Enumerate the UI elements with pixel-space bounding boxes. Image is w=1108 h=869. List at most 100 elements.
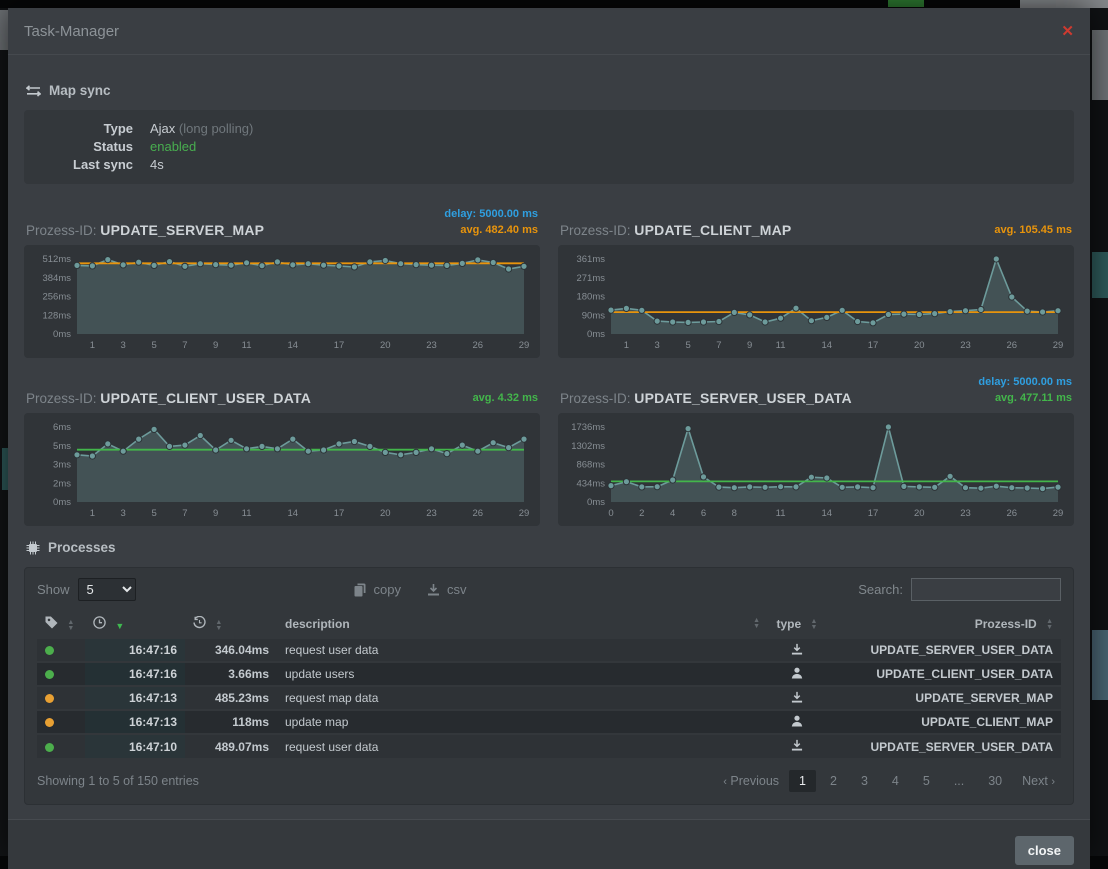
sort-icon: ▲ ▼ [810, 617, 818, 631]
show-label: Show [37, 582, 70, 597]
column-header-description[interactable]: description ▲ ▼ [285, 617, 760, 631]
chart-delay-label: delay: 5000.00 ms [444, 208, 538, 220]
svg-text:9: 9 [747, 340, 752, 351]
cell-time: 16:47:16 [85, 662, 185, 686]
server-download-icon [791, 691, 803, 703]
chart-stats: delay: 5000.00 ms avg. 482.40 ms [444, 206, 538, 238]
background-fragment [1092, 252, 1108, 298]
entries-info: Showing 1 to 5 of 150 entries [37, 774, 199, 788]
svg-text:14: 14 [288, 508, 299, 519]
processes-panel: Show 5 copy [24, 567, 1074, 805]
chart-panel: 0ms 128ms 256ms 384ms 512ms 1 3 5 7 9 11 14 17 20 23 26… [24, 245, 540, 358]
search-group: Search: [858, 578, 1061, 601]
cell-type [768, 686, 826, 710]
svg-text:361ms: 361ms [576, 254, 605, 265]
background-top-strip [0, 0, 1108, 8]
svg-text:11: 11 [776, 508, 786, 519]
column-header-prozess-id[interactable]: Prozess-ID ▲ ▼ [974, 617, 1053, 631]
chart-cell: Prozess-ID: UPDATE_SERVER_USER_DATA dela… [558, 368, 1074, 526]
svg-text:26: 26 [1007, 508, 1018, 519]
pagination-page-5[interactable]: 5 [922, 774, 930, 788]
chart-avg-label: avg. 105.45 ms [994, 224, 1072, 236]
status-dot [45, 670, 54, 680]
pagination-page-30[interactable]: 30 [988, 774, 1003, 788]
column-header-time[interactable]: ▼ [85, 611, 185, 638]
chart-title: Prozess-ID: UPDATE_SERVER_USER_DATA [560, 390, 852, 406]
column-header-duration[interactable]: ▲ ▼ [185, 611, 277, 638]
sort-icon: ▲ ▼ [1046, 617, 1053, 631]
svg-text:20: 20 [380, 340, 391, 351]
pagination-page-1[interactable]: 1 [789, 770, 816, 792]
svg-text:512ms: 512ms [42, 254, 71, 265]
export-group: copy csv [354, 582, 467, 597]
table-footer: Showing 1 to 5 of 150 entries ‹ Previous… [37, 770, 1061, 792]
chart-stats: avg. 4.32 ms [473, 390, 538, 406]
chart-stats: delay: 5000.00 ms avg. 477.11 ms [978, 374, 1072, 406]
svg-text:23: 23 [426, 340, 437, 351]
map-sync-lastsync-row: Last sync 4s [38, 156, 1060, 174]
svg-text:17: 17 [334, 340, 345, 351]
pagination-next[interactable]: Next › [1022, 774, 1055, 788]
copy-button[interactable]: copy [354, 582, 401, 597]
status-label: Status [93, 139, 133, 154]
chart-title: Prozess-ID: UPDATE_CLIENT_MAP [560, 222, 792, 238]
svg-text:8: 8 [732, 508, 737, 519]
pagination-previous[interactable]: ‹ Previous [723, 774, 780, 788]
svg-text:434ms: 434ms [576, 478, 605, 489]
search-input[interactable] [911, 578, 1061, 601]
svg-text:0ms: 0ms [587, 497, 605, 508]
table-row: 16:47:10 489.07ms request user data [37, 734, 1061, 758]
table-row: 16:47:13 118ms update map UPDATE_CLI [37, 710, 1061, 734]
svg-text:5: 5 [151, 340, 156, 351]
close-x-icon[interactable]: ✕ [1061, 22, 1074, 40]
svg-text:17: 17 [334, 508, 345, 519]
svg-text:20: 20 [914, 508, 925, 519]
svg-text:23: 23 [960, 508, 971, 519]
pagination-page-...[interactable]: ... [953, 774, 965, 788]
pagination: ‹ Previous 1 2 3 4 5... 30 Next › [717, 770, 1061, 792]
background-fragment [1020, 0, 1108, 8]
sort-icon: ▲ ▼ [67, 618, 75, 632]
entries-select[interactable]: 5 [77, 578, 136, 601]
svg-text:23: 23 [960, 340, 971, 351]
download-icon [428, 584, 439, 596]
svg-text:7: 7 [182, 508, 187, 519]
svg-text:0ms: 0ms [587, 329, 605, 340]
task-manager-modal: Task-Manager ✕ Map sync Type Ajax (long … [8, 8, 1090, 869]
svg-text:0ms: 0ms [53, 329, 71, 340]
svg-text:256ms: 256ms [42, 292, 71, 303]
sort-icon: ▲ ▼ [753, 617, 760, 630]
clock-icon [93, 616, 106, 629]
svg-text:20: 20 [380, 508, 391, 519]
chart-titlebar: Prozess-ID: UPDATE_CLIENT_MAP avg. 105.4… [558, 200, 1074, 238]
background-fragment [1092, 30, 1108, 100]
pagination-page-2[interactable]: 2 [830, 774, 837, 788]
charts-grid: Prozess-ID: UPDATE_SERVER_MAP delay: 500… [24, 200, 1074, 526]
copy-icon [354, 583, 366, 596]
status-dot [45, 742, 54, 752]
close-button[interactable]: close [1014, 835, 1074, 865]
server-download-icon [791, 739, 803, 751]
svg-text:26: 26 [1007, 340, 1018, 351]
chart-stats: avg. 105.45 ms [994, 222, 1072, 238]
column-header-status[interactable]: ▲ ▼ [37, 611, 85, 638]
map-sync-status-row: Status enabled [38, 138, 1060, 156]
column-header-type[interactable]: type ▲ ▼ [776, 617, 818, 631]
status-value: enabled [150, 139, 197, 154]
sort-icon: ▲ ▼ [215, 618, 223, 632]
search-label: Search: [858, 582, 903, 597]
chart-titlebar: Prozess-ID: UPDATE_SERVER_USER_DATA dela… [558, 368, 1074, 406]
chart-delay-label: delay: 5000.00 ms [978, 376, 1072, 388]
processes-title: Processes [48, 540, 116, 555]
svg-text:29: 29 [1053, 508, 1064, 519]
area-chart: 0ms 90ms 180ms 271ms 361ms 1 3 5 7 9 11 14 17 20 23 26 2… [576, 254, 1063, 351]
csv-button[interactable]: csv [427, 582, 467, 597]
cell-prozess-id: UPDATE_CLIENT_MAP [826, 710, 1061, 734]
cell-description: request user data [277, 638, 768, 662]
svg-text:3ms: 3ms [53, 460, 71, 471]
processes-toolbar: Show 5 copy [37, 578, 1061, 601]
pagination-page-4[interactable]: 4 [891, 774, 899, 788]
background-fragment [2, 448, 8, 490]
cell-time: 16:47:13 [85, 710, 185, 734]
pagination-page-3[interactable]: 3 [860, 774, 868, 788]
